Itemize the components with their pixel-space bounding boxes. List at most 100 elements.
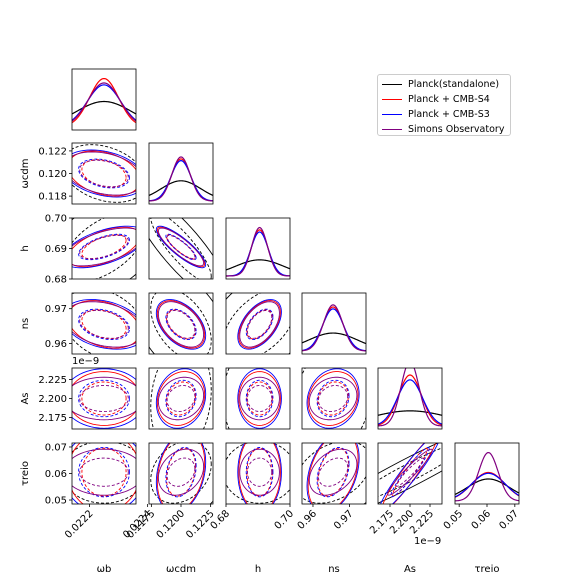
contour-line <box>238 300 281 349</box>
contour-panel-ns-vs-wcdm <box>149 293 213 354</box>
x-tick-label: 0.96 <box>296 508 320 532</box>
panel-frame <box>148 142 214 205</box>
marginal-curve <box>455 478 519 495</box>
x-axis-label: As <box>404 564 416 575</box>
contour-line <box>307 371 359 426</box>
contour-panel-h-vs-wcdm <box>149 218 213 279</box>
x-tick-label: 0.0222 <box>63 508 96 541</box>
contour-panel-tau-vs-wcdm <box>149 443 213 504</box>
contour-line <box>239 376 280 421</box>
contour-line <box>155 225 207 269</box>
contour-line <box>165 379 197 418</box>
contour-line <box>226 293 290 354</box>
marginal-curve <box>72 77 136 124</box>
contour-line <box>78 379 130 418</box>
x-axis-label: ωb <box>97 564 112 575</box>
marginal-curve <box>226 259 290 271</box>
panel-frame <box>148 217 214 280</box>
contour-line <box>165 447 197 498</box>
marginal-panel-wb <box>72 77 136 124</box>
contour-line <box>81 447 127 497</box>
contour-line <box>150 443 212 504</box>
contour-line <box>155 299 207 350</box>
y-tick-label: 0.68 <box>45 275 67 286</box>
marginal-curve <box>378 410 442 416</box>
contour-line <box>157 376 205 421</box>
x-axis-label: ns <box>328 564 340 575</box>
marginal-curve <box>302 332 366 345</box>
contour-line <box>72 443 136 504</box>
contour-line <box>166 310 196 339</box>
x-axis-label: h <box>255 564 261 575</box>
contour-line <box>156 226 206 268</box>
y-tick-label: 2.175 <box>38 413 67 424</box>
contour-line <box>239 448 280 496</box>
contour-line <box>149 443 213 504</box>
contour-line <box>166 385 196 412</box>
contour-line <box>200 422 319 523</box>
contour-line <box>166 309 196 340</box>
panel-frame <box>377 367 443 430</box>
contour-line <box>78 233 130 261</box>
legend-swatch-cmb-s4 <box>382 99 402 100</box>
contour-line <box>378 447 442 497</box>
contour-line <box>245 379 274 418</box>
contour-line <box>382 443 437 504</box>
contour-line <box>316 447 350 498</box>
y-tick-label: 0.05 <box>45 496 67 507</box>
contour-line <box>245 447 274 498</box>
marginal-curve <box>149 160 213 202</box>
y-axis-label: τreio <box>20 461 31 486</box>
y-tick-label: 0.70 <box>45 214 67 225</box>
panel-frame <box>225 367 291 430</box>
panel-frame <box>71 68 137 131</box>
panel-frame <box>71 292 137 355</box>
contour-line <box>72 371 136 426</box>
contour-line <box>306 443 360 504</box>
contour-panel-As-vs-wcdm <box>132 308 231 489</box>
contour-line <box>78 447 130 498</box>
contour-panel-ns-vs-wb <box>72 293 136 354</box>
marginal-curve <box>72 84 136 121</box>
contour-line <box>149 293 213 354</box>
contour-line <box>72 443 136 504</box>
contour-line <box>246 381 273 416</box>
contour-line <box>246 385 273 412</box>
marginal-curve <box>455 472 519 498</box>
contour-panel-tau-vs-As <box>378 443 442 504</box>
contour-line <box>317 381 349 416</box>
contour-line <box>79 385 129 412</box>
contour-line <box>226 443 290 504</box>
contour-line <box>72 151 136 196</box>
contour-line <box>316 379 350 418</box>
panel-frame <box>148 367 214 430</box>
contour-line <box>150 293 212 354</box>
y-tick-label: 0.07 <box>45 442 67 453</box>
legend-label-cmb-s4: Planck + CMB-S4 <box>408 94 490 105</box>
contour-line <box>308 376 358 421</box>
legend-entry: Planck(standalone) <box>382 77 510 92</box>
contour-line <box>81 309 127 340</box>
x-tick-label: 0.1200 <box>155 508 188 541</box>
marginal-curve <box>72 82 136 122</box>
contour-line <box>238 443 281 504</box>
contour-line <box>79 159 129 188</box>
contour-line <box>318 385 349 412</box>
contour-line <box>132 308 231 489</box>
contour-line <box>392 447 428 497</box>
marginal-curve <box>378 374 442 426</box>
y-axis-label: ns <box>20 318 31 330</box>
contour-line <box>226 368 290 429</box>
legend-label-simons: Simons Observatory <box>408 124 505 135</box>
contour-line <box>239 301 280 348</box>
contour-line <box>166 381 196 416</box>
contour-line <box>72 368 136 429</box>
contour-line <box>150 368 212 429</box>
contour-line <box>72 226 136 268</box>
contour-line <box>72 144 136 203</box>
y-tick-label: 0.69 <box>45 244 67 255</box>
y-tick-label: 0.120 <box>38 169 67 180</box>
contour-line <box>156 300 206 349</box>
contour-line <box>165 308 197 341</box>
